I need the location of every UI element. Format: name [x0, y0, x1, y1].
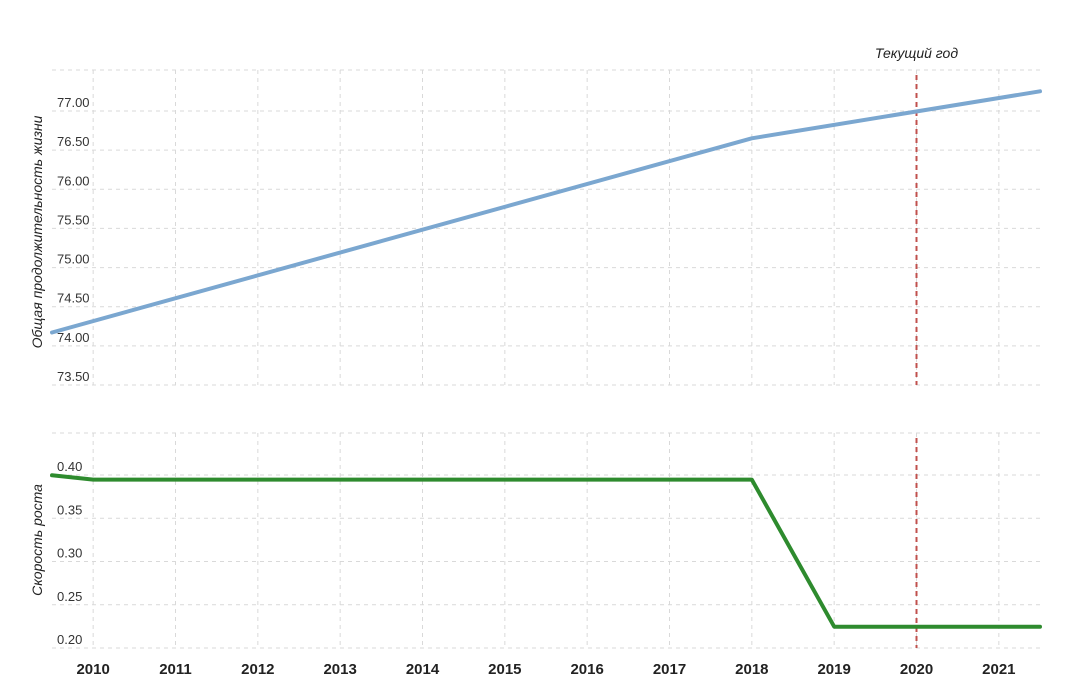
- y-tick-label: 0.40: [57, 459, 82, 474]
- y-tick-label: 0.30: [57, 546, 82, 561]
- x-tick-label: 2015: [488, 661, 521, 678]
- current-year-annotation: Текущий год: [875, 45, 958, 61]
- y-tick-label: 75.50: [57, 212, 90, 227]
- x-tick-label: 2014: [406, 661, 440, 678]
- y-tick-label: 75.00: [57, 252, 90, 267]
- y-axis-label: Общая продолжительность жизни: [29, 115, 45, 348]
- series-line-1-0: [50, 473, 1042, 629]
- x-tick-label: 2010: [76, 661, 109, 678]
- x-tick-label: 2019: [817, 661, 850, 678]
- series-line-0-0: [50, 89, 1042, 335]
- x-tick-label: 2020: [900, 661, 933, 678]
- x-tick-label: 2012: [241, 661, 274, 678]
- y-tick-label: 74.50: [57, 291, 90, 306]
- y-tick-label: 74.00: [57, 330, 90, 345]
- x-tick-label: 2018: [735, 661, 768, 678]
- x-tick-label: 2021: [982, 661, 1015, 678]
- x-tick-label: 2013: [323, 661, 356, 678]
- x-tick-label: 2016: [570, 661, 603, 678]
- text-layer: 73.50 74.00 74.50 75.00 75.50 76.00 76.50 77.00…: [29, 45, 1016, 678]
- y-tick-label: 0.20: [57, 632, 82, 647]
- y-tick-label: 77.00: [57, 95, 90, 110]
- series-layer: [50, 89, 1042, 629]
- y-tick-label: 76.50: [57, 134, 90, 149]
- y-tick-label: 0.35: [57, 502, 82, 517]
- x-tick-label: 2011: [159, 661, 192, 678]
- y-tick-label: 0.25: [57, 589, 82, 604]
- grid-layer: [52, 69, 1040, 649]
- y-tick-label: 73.50: [57, 369, 90, 384]
- y-tick-label: 76.00: [57, 173, 90, 188]
- y-axis-label: Скорость роста: [29, 484, 45, 596]
- x-tick-label: 2017: [653, 661, 686, 678]
